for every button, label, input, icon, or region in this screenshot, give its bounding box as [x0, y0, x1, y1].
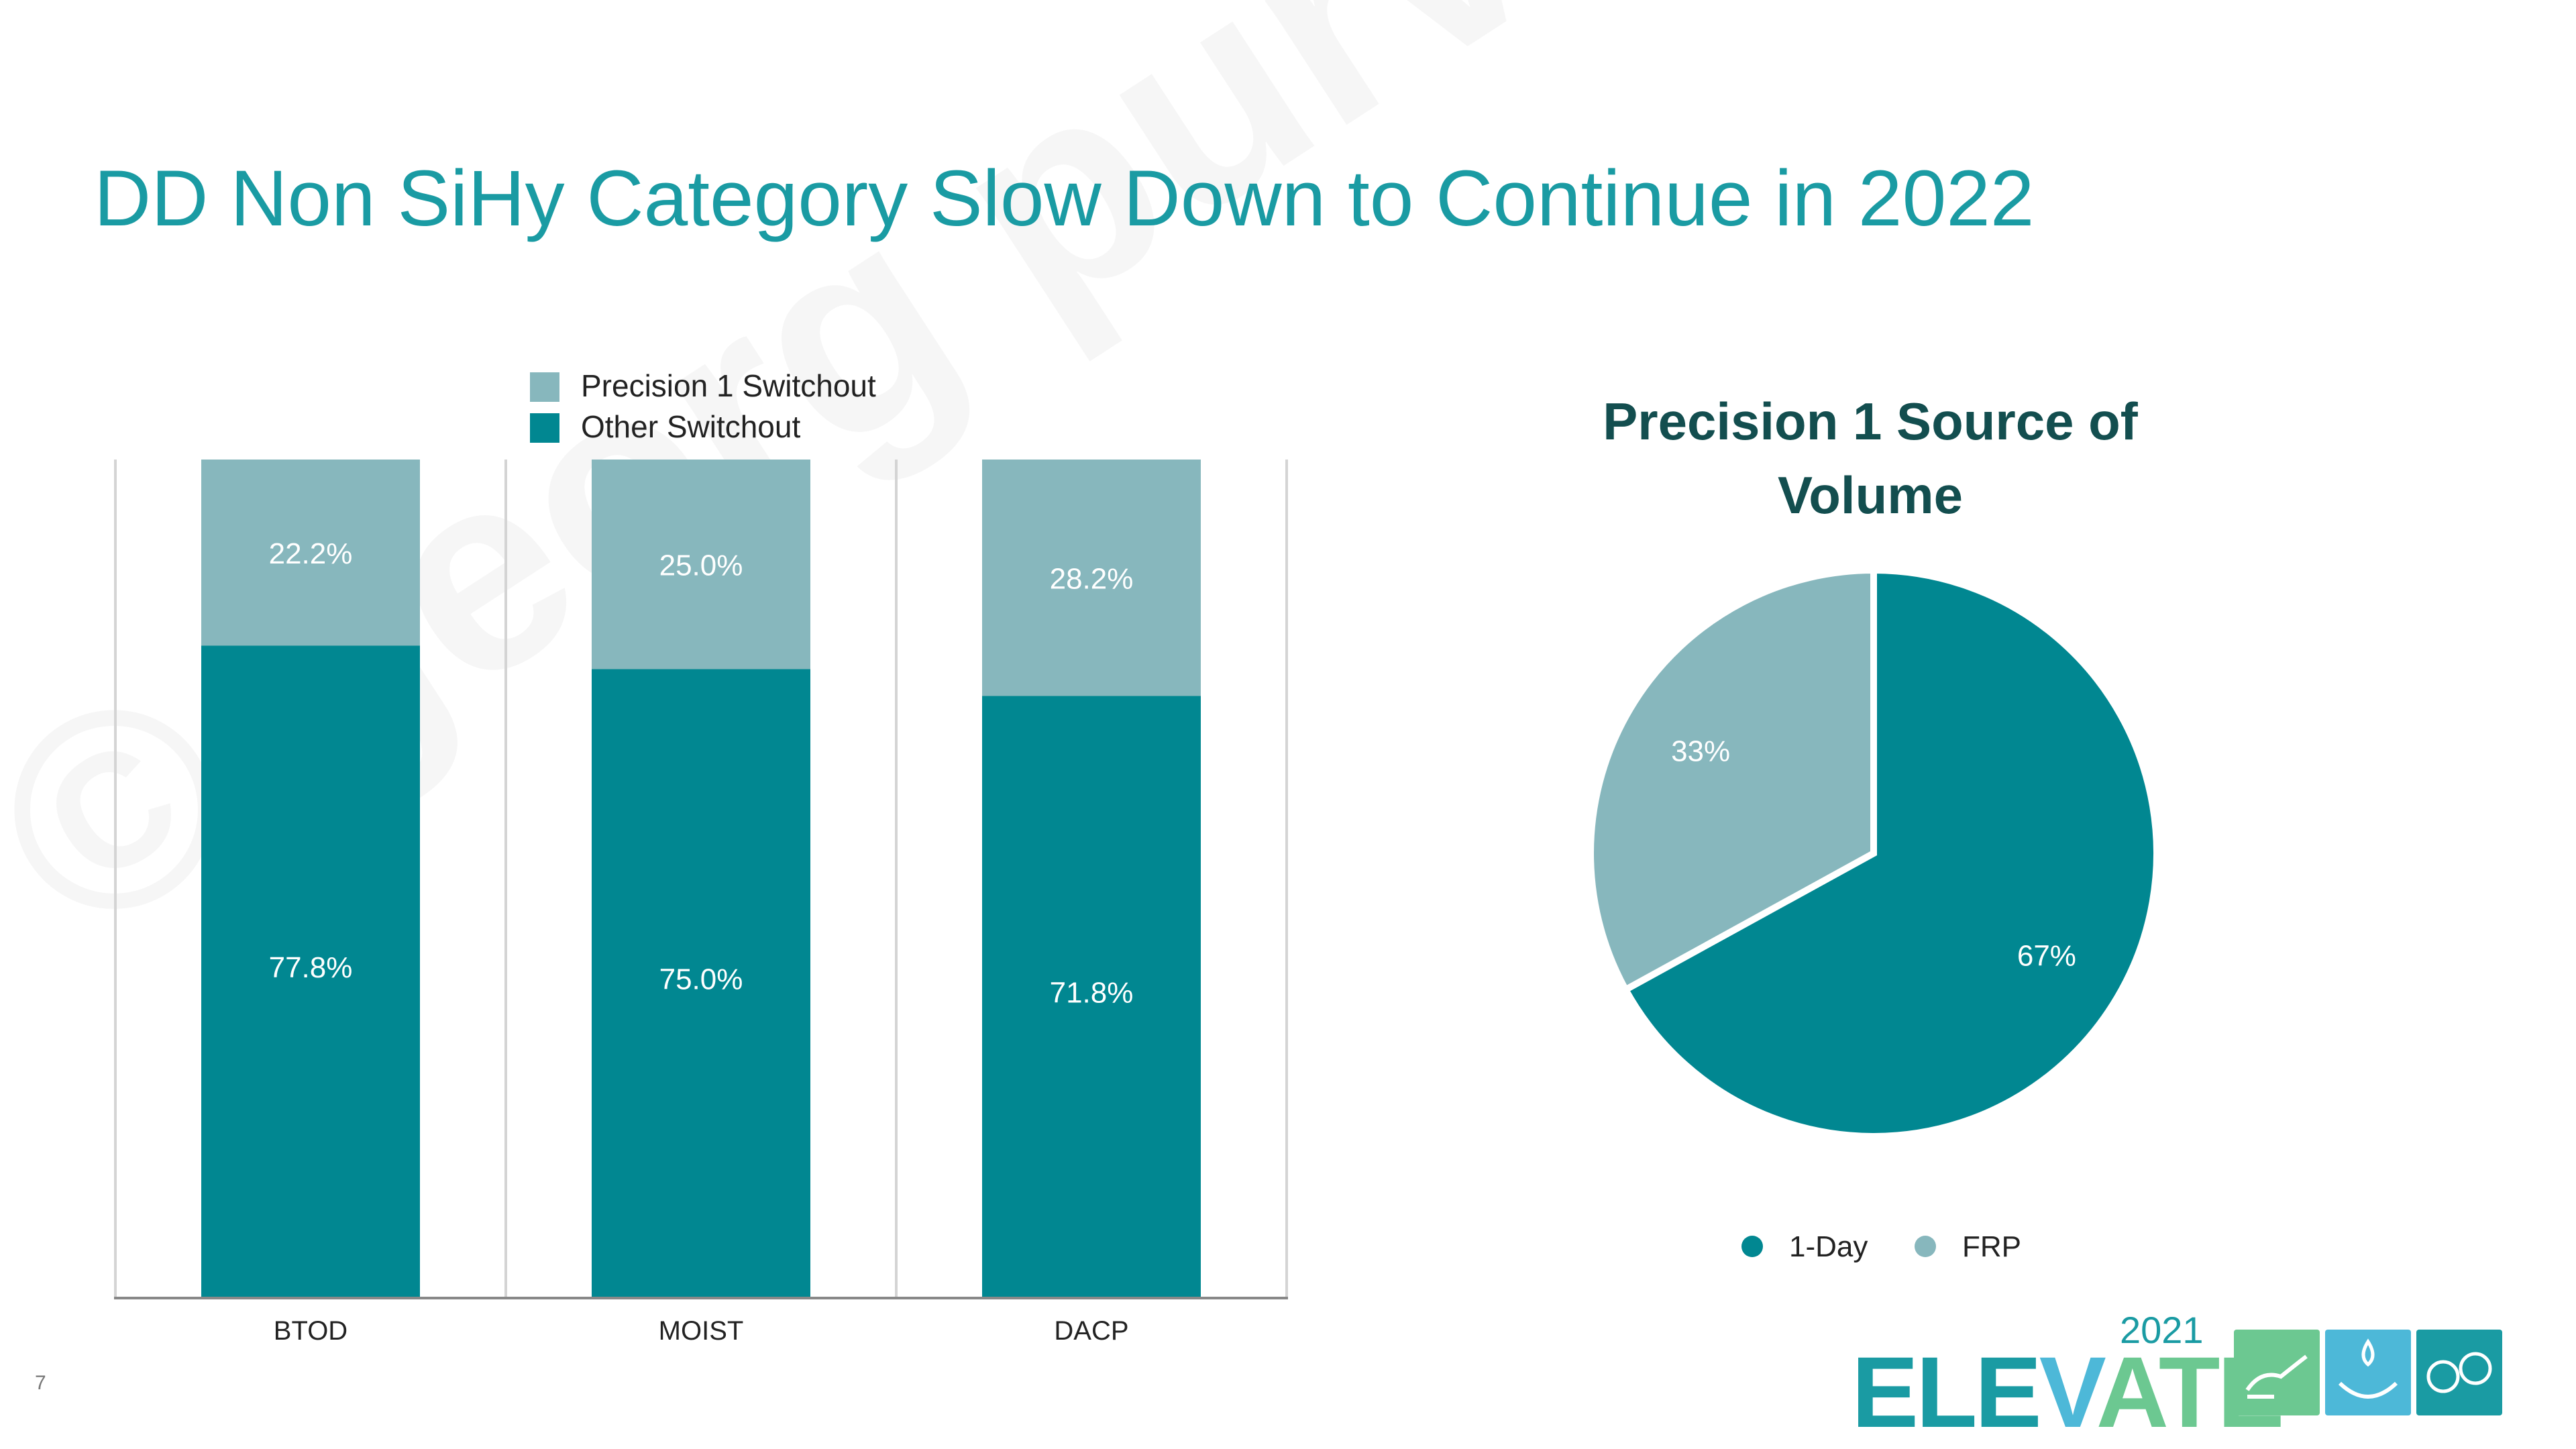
bar-precision-1-switchout-moist	[592, 460, 810, 669]
pie-legend-label-frp: FRP	[1962, 1230, 2021, 1263]
pie-data-label-frp: 33%	[1671, 735, 1730, 767]
pie-legend: 1-Day FRP	[1741, 1230, 2021, 1263]
pie-slice-1-day	[1621, 566, 2160, 1140]
page-number: 7	[35, 1372, 46, 1394]
data-label-precision-1-switchout: 25.0%	[659, 549, 743, 582]
data-label-other-switchout: 71.8%	[1050, 976, 1134, 1009]
pie-title-line-2: Volume	[1778, 466, 1963, 525]
pie-chart: Precision 1 Source of Volume 67% 33% 1-Da…	[1587, 392, 2160, 1263]
bar-gridlines	[114, 460, 1288, 1298]
data-label-precision-1-switchout: 28.2%	[1050, 562, 1134, 595]
bar-other-switchout-dacp	[982, 696, 1201, 1298]
legend-label-other-switchout: Other Switchout	[581, 409, 800, 444]
pie-legend-label-1-day: 1-Day	[1789, 1230, 1868, 1263]
bar-precision-1-switchout-btod	[201, 460, 420, 646]
pie-legend-marker-frp	[1915, 1236, 1936, 1257]
x-tick-label: DACP	[1054, 1316, 1128, 1346]
data-label-other-switchout: 77.8%	[269, 951, 353, 984]
pie-slice-frp	[1587, 566, 1877, 995]
logo-word: ELEVATE	[1851, 1336, 2285, 1448]
bar-other-switchout-btod	[201, 645, 420, 1298]
logo-year: 2021	[2120, 1309, 2204, 1351]
legend-swatch-precision-1-switchout	[530, 372, 559, 402]
logo-hand-lens-icon	[2234, 1330, 2320, 1415]
pie-title-line-1: Precision 1 Source of	[1603, 392, 2139, 451]
pie-data-label-1-day: 67%	[2017, 940, 2076, 973]
x-tick-label: BTOD	[274, 1316, 347, 1346]
logo-drop-lens-icon	[2325, 1330, 2411, 1415]
pie-slices: 67% 33%	[1587, 566, 2160, 1140]
data-label-other-switchout: 75.0%	[659, 963, 743, 996]
data-label-precision-1-switchout: 22.2%	[269, 537, 353, 570]
logo-lr-lens-case-icon	[2416, 1330, 2502, 1415]
legend-label-precision-1-switchout: Precision 1 Switchout	[581, 368, 876, 403]
bar-precision-1-switchout-dacp	[982, 460, 1201, 696]
bar-other-switchout-moist	[592, 669, 810, 1298]
x-tick-label: MOIST	[659, 1316, 744, 1346]
stacked-bar-chart: Precision 1 Switchout Other Switchout 77…	[114, 368, 1288, 1346]
page-title: DD Non SiHy Category Slow Down to Contin…	[94, 154, 2035, 243]
bar-marks: 77.8% 22.2% BTOD 75.0% 25.0% MOIST 71.8% 28.2% D…	[201, 460, 1201, 1346]
legend-swatch-other-switchout	[530, 413, 559, 443]
pie-legend-marker-1-day	[1741, 1236, 1763, 1257]
elevate-logo: 2021 ELEVATE	[1851, 1308, 2509, 1442]
